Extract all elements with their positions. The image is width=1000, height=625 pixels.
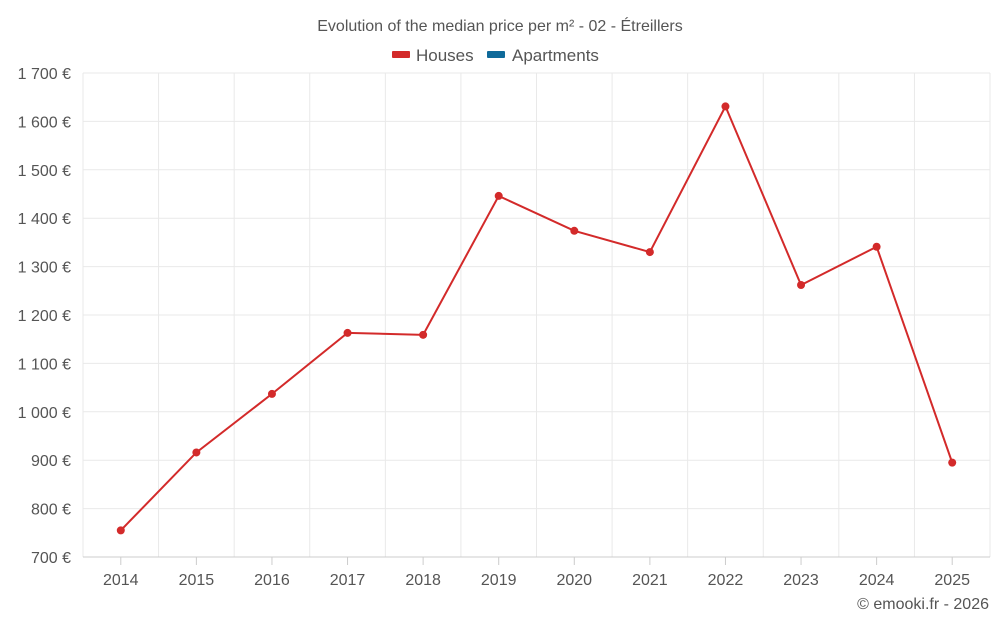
data-point-houses-2022[interactable] <box>721 102 730 111</box>
y-tick-label: 1 100 € <box>18 356 71 373</box>
data-point-houses-2023[interactable] <box>797 280 806 289</box>
x-tick-label: 2018 <box>405 572 441 589</box>
axes: 700 € 800 € 900 € 1 000 € 1 100 € 1 200 € 1 30… <box>18 66 990 589</box>
x-tick-label: 2019 <box>481 572 517 589</box>
y-tick-label: 1 200 € <box>18 308 71 325</box>
x-tick-label: 2014 <box>103 572 139 589</box>
data-point-houses-2021[interactable] <box>645 248 654 257</box>
x-tick-label: 2022 <box>708 572 744 589</box>
grid <box>82 72 991 557</box>
series <box>116 102 957 535</box>
y-tick-label: 1 700 € <box>18 66 71 83</box>
legend-label-houses: Houses <box>416 46 474 65</box>
data-point-houses-2019[interactable] <box>494 191 503 200</box>
x-tick-label: 2020 <box>556 572 592 589</box>
y-tick-label: 1 500 € <box>18 163 71 180</box>
chart-title: Evolution of the median price per m² - 0… <box>317 16 682 35</box>
y-tick-label: 1 300 € <box>18 260 71 277</box>
data-point-houses-2020[interactable] <box>570 226 579 235</box>
data-point-houses-2018[interactable] <box>419 330 428 339</box>
data-point-houses-2015[interactable] <box>192 448 201 457</box>
data-point-houses-2016[interactable] <box>267 389 276 398</box>
legend: Houses Apartments <box>392 46 599 65</box>
legend-swatch-houses <box>392 51 410 58</box>
legend-swatch-apartments <box>487 51 505 58</box>
data-point-houses-2024[interactable] <box>872 242 881 251</box>
y-tick-label: 800 € <box>31 502 71 519</box>
x-tick-label: 2021 <box>632 572 668 589</box>
credit-text: © emooki.fr - 2026 <box>857 596 989 613</box>
x-tick-label: 2023 <box>783 572 819 589</box>
y-tick-label: 1 400 € <box>18 211 71 228</box>
legend-item-apartments[interactable]: Apartments <box>487 46 599 65</box>
data-point-houses-2025[interactable] <box>948 458 957 467</box>
y-tick-label: 700 € <box>31 550 71 567</box>
y-tick-label: 1 600 € <box>18 114 71 131</box>
x-tick-label: 2025 <box>934 572 970 589</box>
data-point-houses-2017[interactable] <box>343 328 352 337</box>
y-tick-label: 900 € <box>31 453 71 470</box>
x-tick-label: 2016 <box>254 572 290 589</box>
data-point-houses-2014[interactable] <box>116 526 125 535</box>
legend-label-apartments: Apartments <box>512 46 599 65</box>
series-line-houses <box>120 104 954 532</box>
x-tick-label: 2017 <box>330 572 366 589</box>
legend-item-houses[interactable]: Houses <box>392 46 474 65</box>
x-tick-label: 2024 <box>859 572 895 589</box>
y-tick-label: 1 000 € <box>18 405 71 422</box>
x-tick-label: 2015 <box>179 572 215 589</box>
